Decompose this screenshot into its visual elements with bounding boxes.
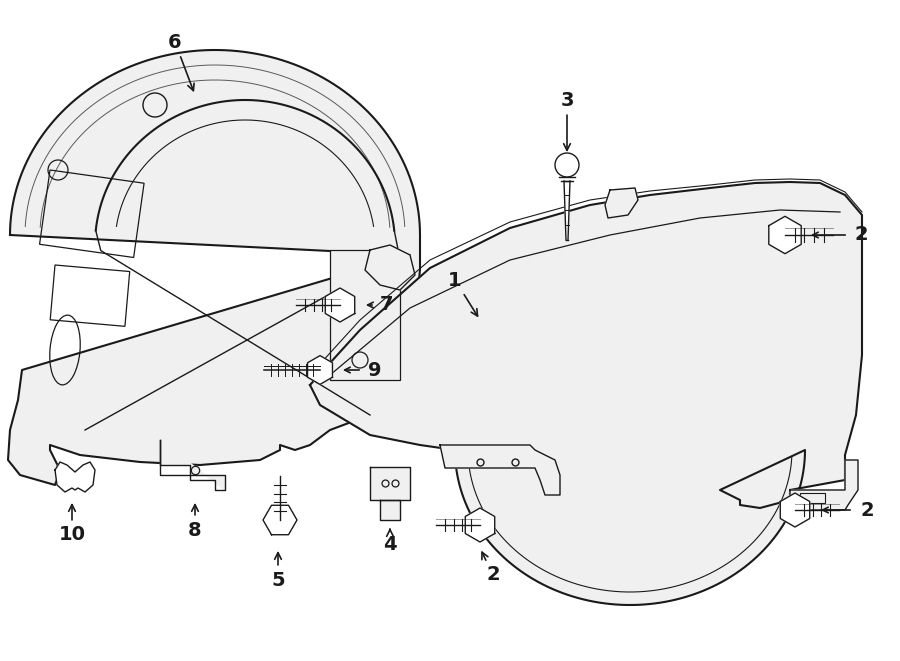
Text: 7: 7: [380, 295, 393, 315]
Polygon shape: [8, 50, 420, 485]
Polygon shape: [605, 188, 638, 218]
Polygon shape: [465, 508, 495, 542]
Bar: [330, 250, 400, 380]
Bar: [800, 493, 825, 503]
Text: 4: 4: [383, 529, 397, 555]
Text: 2: 2: [860, 500, 874, 520]
Text: 3: 3: [560, 91, 574, 150]
Polygon shape: [370, 467, 410, 500]
Polygon shape: [440, 445, 560, 495]
Text: 1: 1: [448, 270, 478, 316]
Polygon shape: [380, 500, 400, 520]
Text: 9: 9: [368, 360, 382, 379]
Text: 5: 5: [271, 553, 284, 590]
Polygon shape: [780, 493, 810, 527]
Polygon shape: [308, 356, 332, 385]
Bar: [50, 265, 130, 327]
Text: 8: 8: [188, 504, 202, 539]
Polygon shape: [263, 505, 297, 535]
Text: 10: 10: [58, 504, 86, 545]
Text: 6: 6: [168, 32, 194, 91]
Polygon shape: [769, 216, 801, 254]
Polygon shape: [310, 182, 862, 605]
Polygon shape: [55, 462, 95, 492]
Polygon shape: [790, 460, 858, 510]
Circle shape: [555, 153, 579, 177]
Text: 2: 2: [482, 552, 500, 584]
Bar: [40, 170, 144, 258]
Polygon shape: [564, 181, 570, 240]
Polygon shape: [365, 245, 415, 290]
Text: 2: 2: [855, 225, 868, 245]
Polygon shape: [160, 440, 225, 490]
Polygon shape: [325, 288, 355, 322]
